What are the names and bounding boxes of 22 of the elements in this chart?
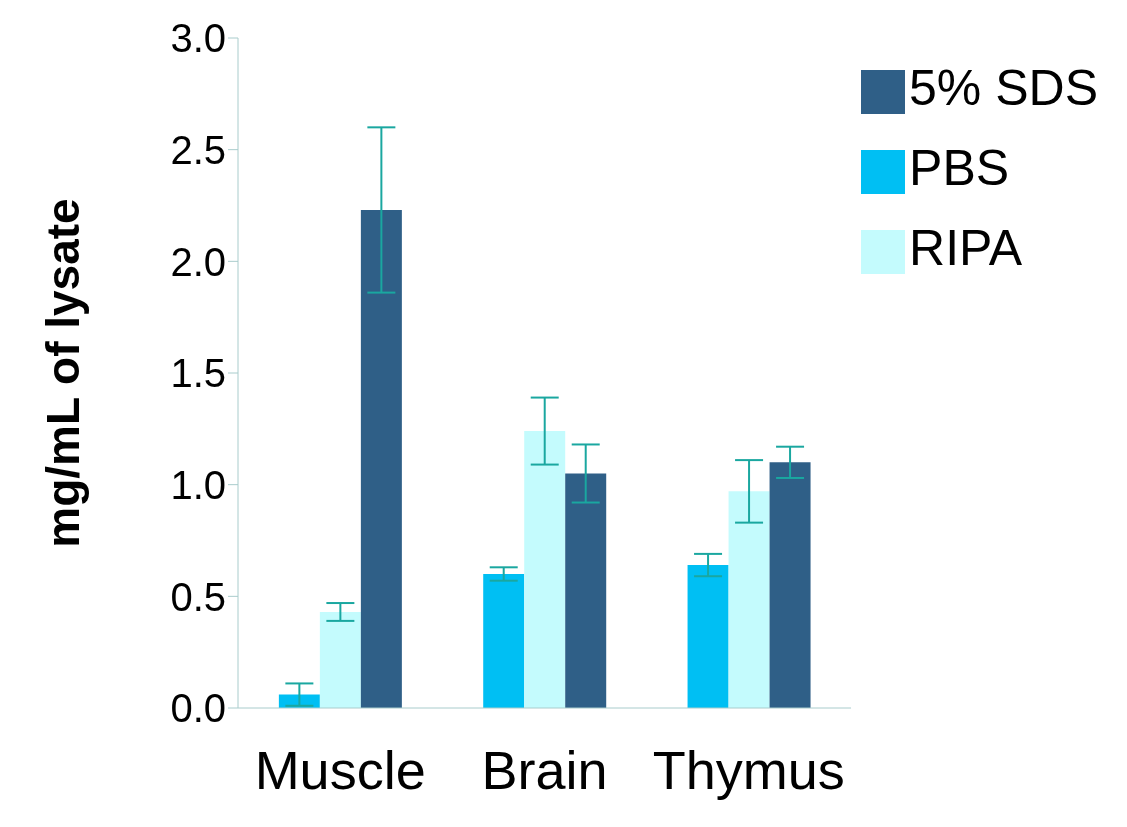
bar [728,491,770,708]
x-tick-label: Brain [481,740,608,801]
y-tick-label: 3.0 [170,16,226,61]
x-tick-label: Muscle [254,740,426,801]
bar [565,473,607,708]
y-tick-label: 1.0 [170,462,226,507]
bar [524,431,566,708]
legend-label: 5% SDS [909,60,1098,116]
y-tick-label: 0.0 [170,686,226,731]
bar [319,611,361,708]
y-tick-label: 0.5 [170,574,226,619]
y-tick-label: 1.5 [170,351,226,396]
bar [360,209,402,708]
legend-label: RIPA [909,220,1023,276]
bar [483,574,525,708]
y-tick-label: 2.5 [170,127,226,172]
y-tick-label: 2.0 [170,239,226,284]
y-axis-title: mg/mL of lysate [37,198,90,548]
legend-label: PBS [909,140,1010,196]
bar [687,565,729,708]
bar [769,462,811,708]
x-tick-label: Thymus [652,740,845,801]
